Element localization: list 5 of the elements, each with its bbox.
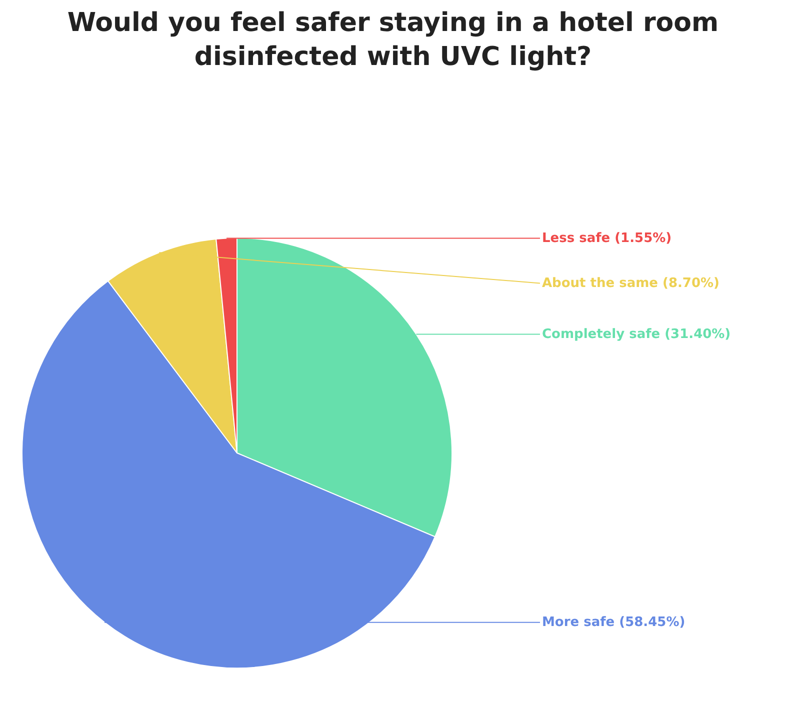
slice-label: Completely safe (31.40%) (542, 327, 731, 342)
chart-title: Would you feel safer staying in a hotel room disinfected with UVC light? (67, 8, 719, 72)
slice-label: About the same (8.70%) (542, 276, 720, 291)
slice-label: More safe (58.45%) (542, 615, 686, 630)
slice-label: Less safe (1.55%) (542, 231, 672, 246)
